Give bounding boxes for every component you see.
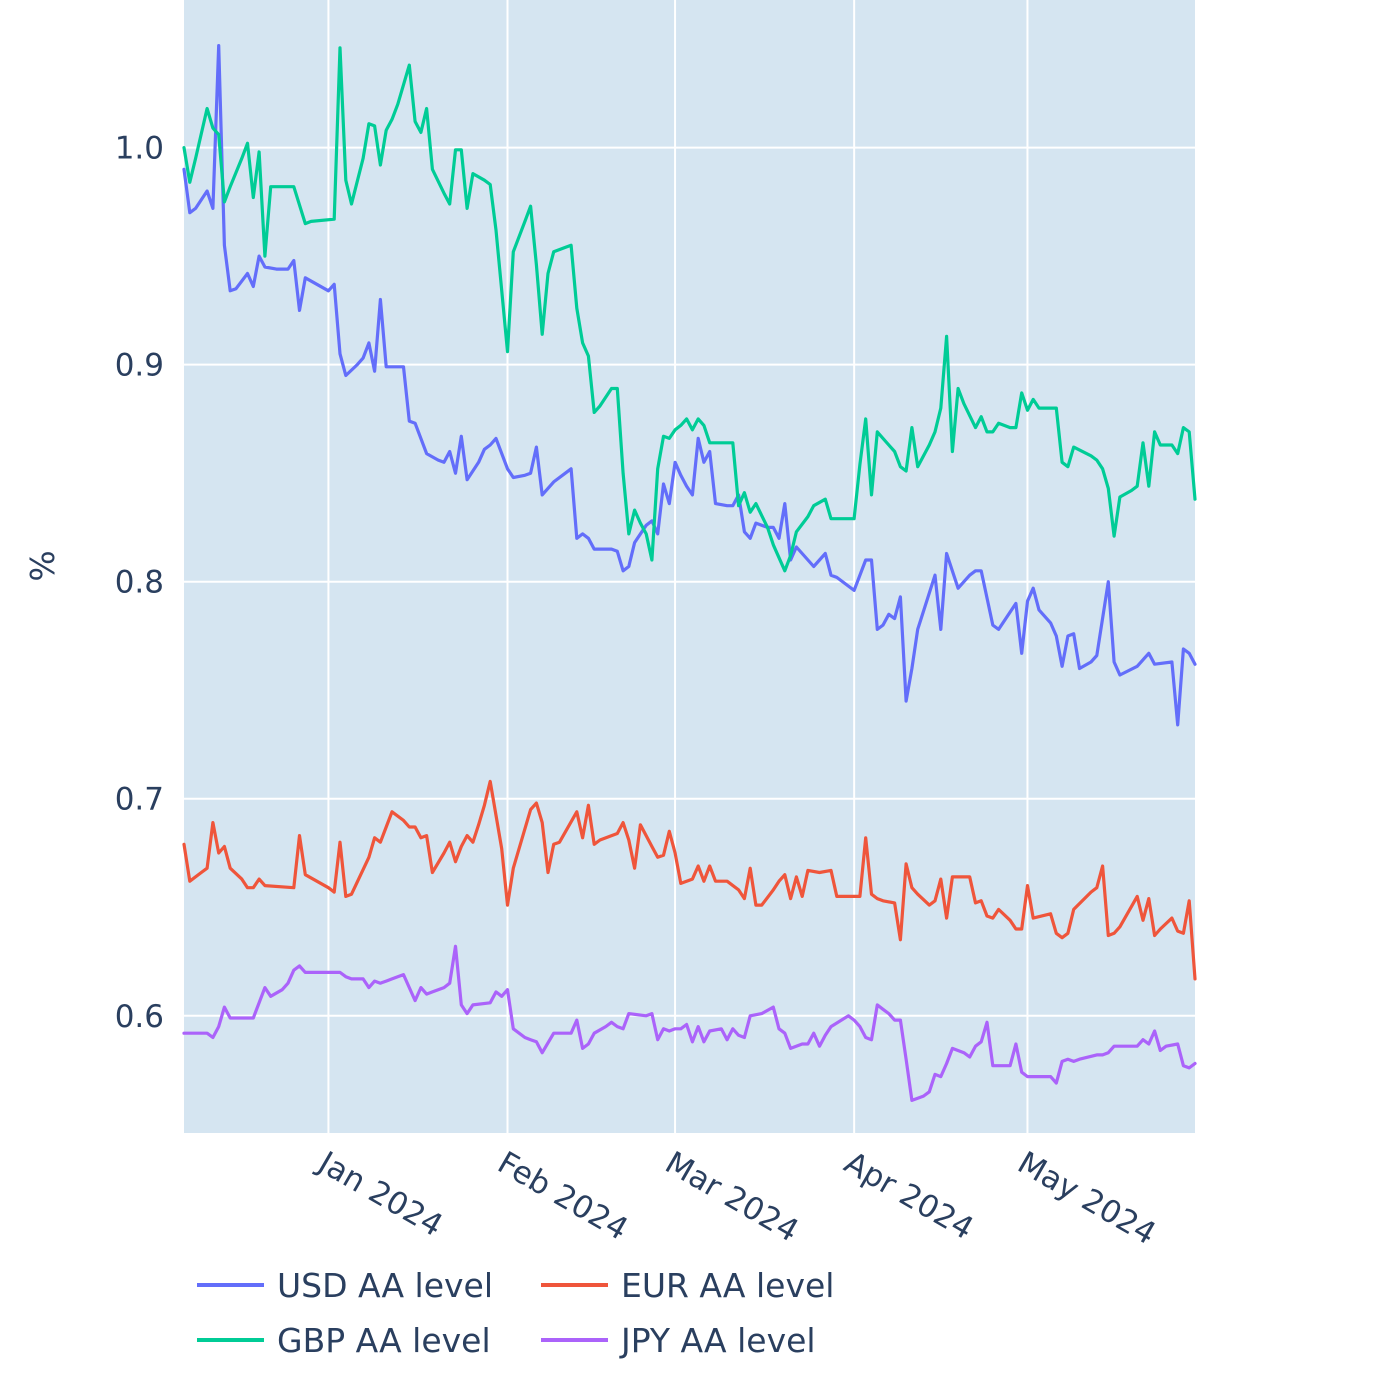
legend-label: EUR AA level bbox=[621, 1266, 834, 1305]
x-tick-label: Mar 2024 bbox=[659, 1145, 805, 1250]
y-tick-label: 0.9 bbox=[115, 348, 164, 384]
legend[interactable]: USD AA level EUR AA level GBP AA level JPY … bbox=[197, 1266, 834, 1360]
series-line-usd bbox=[182, 43, 1197, 727]
y-tick-label: 1.0 bbox=[115, 131, 164, 167]
series-line-jpy bbox=[182, 944, 1197, 1103]
y-axis-title: % bbox=[23, 550, 62, 581]
y-tick-label: 0.8 bbox=[115, 565, 164, 601]
series-line-gbp bbox=[182, 46, 1197, 573]
legend-label: JPY AA level bbox=[619, 1321, 816, 1360]
series-line-eur bbox=[182, 779, 1197, 981]
x-tick-label: Apr 2024 bbox=[838, 1145, 979, 1247]
data-series bbox=[182, 43, 1197, 1103]
x-tick-label: Feb 2024 bbox=[492, 1145, 634, 1248]
x-tick-label: May 2024 bbox=[1011, 1145, 1161, 1253]
legend-label: USD AA level bbox=[277, 1266, 493, 1305]
x-tick-label: Jan 2024 bbox=[311, 1144, 449, 1244]
legend-item-usd[interactable]: USD AA level bbox=[197, 1266, 493, 1305]
legend-label: GBP AA level bbox=[277, 1321, 491, 1360]
legend-item-gbp[interactable]: GBP AA level bbox=[197, 1321, 491, 1360]
legend-item-jpy[interactable]: JPY AA level bbox=[541, 1321, 816, 1360]
y-axis-tick-labels: 0.6 0.7 0.8 0.9 1.0 bbox=[115, 131, 164, 1035]
y-tick-label: 0.6 bbox=[115, 999, 164, 1035]
legend-item-eur[interactable]: EUR AA level bbox=[541, 1266, 834, 1305]
y-tick-label: 0.7 bbox=[115, 782, 164, 818]
grid-lines bbox=[184, 0, 1195, 1133]
x-axis-tick-labels: Jan 2024 Feb 2024 Mar 2024 Apr 2024 May 2024 bbox=[311, 1144, 1162, 1253]
